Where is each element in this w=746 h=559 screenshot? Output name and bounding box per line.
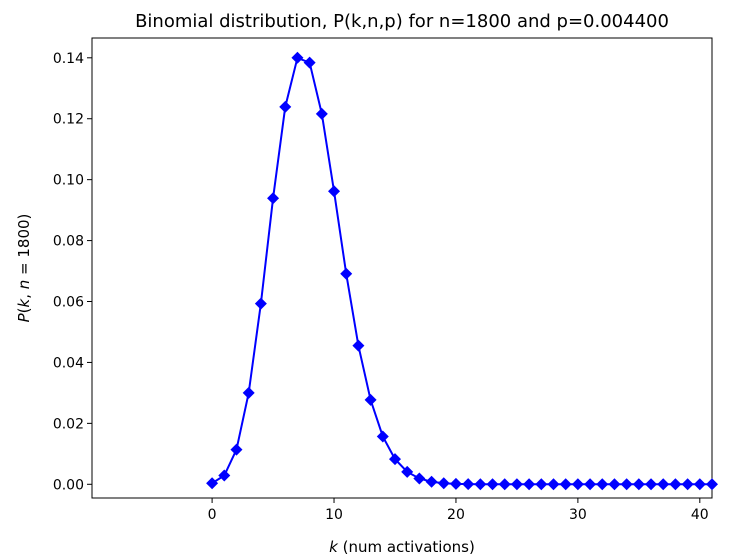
y-tick-label: 0.06	[53, 295, 84, 311]
y-tick-label: 0.02	[53, 416, 84, 432]
y-tick-label: 0.10	[53, 173, 84, 189]
data-point-marker	[376, 430, 389, 443]
data-point-marker	[547, 478, 560, 491]
data-point-marker	[291, 51, 304, 64]
x-axis-label-var: k	[329, 538, 339, 556]
x-tick-label: 40	[691, 507, 709, 523]
y-label-p: P	[15, 312, 33, 322]
data-point-marker	[498, 478, 511, 491]
data-point-marker	[608, 478, 621, 491]
series-markers	[206, 51, 718, 491]
data-point-marker	[706, 478, 718, 491]
y-tick-label: 0.14	[53, 51, 84, 67]
y-tick-label: 0.04	[53, 355, 84, 371]
x-axis-label-rest: (num activations)	[338, 538, 475, 556]
data-point-marker	[596, 478, 609, 491]
data-point-marker	[669, 478, 682, 491]
x-tick-label: 30	[569, 507, 587, 523]
data-point-marker	[206, 477, 219, 490]
x-axis: 0 10 20 30 40	[208, 498, 709, 523]
x-axis-label: k (num activations)	[329, 538, 475, 556]
y-label-sep: ,	[15, 289, 33, 299]
data-point-marker	[364, 393, 377, 406]
data-point-marker	[681, 478, 694, 491]
data-point-marker	[328, 185, 341, 198]
data-point-marker	[523, 478, 536, 491]
data-point-marker	[340, 267, 353, 280]
y-tick-label: 0.00	[53, 477, 84, 493]
data-point-marker	[267, 192, 280, 205]
series-line	[211, 56, 712, 486]
data-point-marker	[315, 107, 328, 120]
y-axis-label: P(k, n = 1800)	[15, 214, 33, 323]
y-label-close: )	[15, 214, 33, 220]
data-point-marker	[693, 478, 706, 491]
data-point-marker	[352, 339, 365, 352]
data-point-marker	[571, 478, 584, 491]
data-point-marker	[510, 478, 523, 491]
y-label-k: k	[15, 297, 33, 307]
data-point-marker	[218, 469, 231, 482]
data-point-marker	[254, 297, 267, 310]
data-point-marker	[449, 477, 462, 490]
data-point-marker	[279, 100, 292, 113]
y-label-open: (	[15, 307, 33, 313]
data-point-marker	[559, 478, 572, 491]
x-tick-label: 20	[447, 507, 465, 523]
data-point-marker	[632, 478, 645, 491]
data-point-marker	[242, 386, 255, 399]
plot-frame	[91, 37, 713, 499]
data-point-marker	[486, 478, 499, 491]
data-point-marker	[657, 478, 670, 491]
data-point-marker	[401, 465, 414, 478]
y-axis: 0.00 0.02 0.04 0.06 0.08 0.10 0.12 0.14	[53, 51, 92, 493]
chart-title: Binomial distribution, P(k,n,p) for n=18…	[135, 11, 669, 32]
data-point-marker	[584, 478, 597, 491]
y-label-n: n	[15, 280, 33, 290]
data-point-marker	[425, 475, 438, 488]
data-point-marker	[620, 478, 633, 491]
data-point-marker	[388, 453, 401, 466]
data-point-marker	[413, 472, 426, 485]
data-point-marker	[535, 478, 548, 491]
x-tick-label: 10	[325, 507, 343, 523]
data-point-marker	[303, 56, 316, 69]
y-tick-label: 0.12	[53, 112, 84, 128]
data-point-marker	[474, 478, 487, 491]
data-point-marker	[230, 443, 243, 456]
data-point-marker	[437, 477, 450, 490]
data-point-marker	[645, 478, 658, 491]
data-point-marker	[462, 478, 475, 491]
y-tick-label: 0.08	[53, 234, 84, 250]
x-tick-label: 0	[208, 507, 217, 523]
y-label-eq: = 1800	[15, 219, 33, 279]
